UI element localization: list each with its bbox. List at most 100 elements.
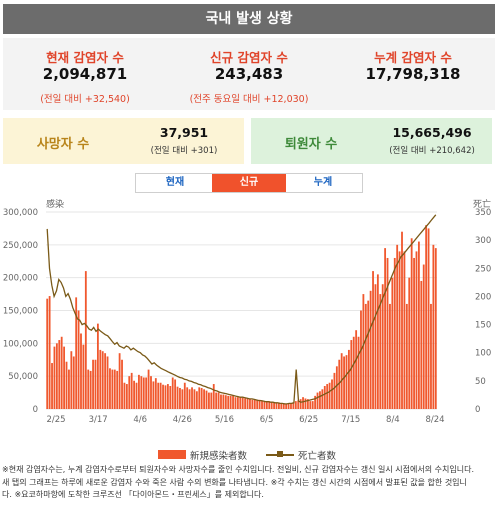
new-cases-bar	[130, 372, 133, 409]
new-cases-bar	[347, 349, 350, 409]
new-cases-bar	[386, 257, 389, 409]
new-cases-bar	[282, 403, 285, 409]
new-cases-bar	[319, 391, 321, 409]
x-tick-label: 8/4	[386, 415, 400, 425]
new-cases-bar	[96, 323, 99, 409]
new-cases-bar	[210, 392, 213, 409]
new-cases-bar	[116, 370, 119, 409]
new-cases-bar	[367, 300, 370, 409]
footnotes: ※현재 감염자수는, 누계 감염자수로부터 퇴원자수와 사망자수를 줄인 수치입…	[2, 464, 496, 502]
new-cases-bar	[331, 379, 333, 409]
new-cases-bar	[181, 389, 184, 409]
new-cases-bar	[77, 310, 80, 409]
new-cases-bar	[157, 382, 160, 409]
right-axis-unit: 死亡	[473, 200, 492, 210]
new-cases-bar	[258, 399, 261, 409]
new-cases-bar	[171, 377, 174, 409]
new-cases-bar	[415, 251, 418, 409]
x-tick-label: 2/25	[46, 415, 65, 425]
new-cases-bar	[70, 351, 73, 409]
new-cases-bar	[191, 387, 193, 409]
footnote-line: ※현재 감염자수는, 누계 감염자수로부터 퇴원자수와 사망자수를 줄인 수치입…	[2, 465, 474, 474]
new-cases-bar	[179, 387, 181, 409]
new-cases-bar	[92, 359, 94, 409]
new-cases-bar	[364, 303, 367, 409]
new-cases-chart: 300,000 250,000 200,000 150,000 100,000 50,00…	[3, 208, 491, 425]
new-cases-bar	[193, 389, 196, 409]
new-cases-bar	[63, 346, 66, 409]
new-cases-bar	[200, 387, 203, 409]
new-cases-bar	[304, 398, 307, 409]
new-cases-bar	[84, 271, 87, 409]
x-tick-label: 7/15	[341, 415, 360, 425]
new-cases-bar	[410, 238, 413, 409]
new-cases-bar	[150, 376, 152, 409]
new-cases-bar	[80, 333, 82, 409]
new-cases-bar	[275, 402, 278, 409]
new-cases-bar	[174, 379, 177, 409]
y-right-tick-label: 150	[475, 321, 491, 331]
new-cases-bar	[401, 231, 403, 409]
y-left-tick-label: 150,000	[3, 307, 38, 317]
bar-swatch	[158, 450, 186, 459]
new-cases-bar	[87, 369, 90, 409]
y-right-tick-label: 300	[475, 236, 491, 246]
new-cases-bar	[396, 244, 399, 409]
new-cases-bar	[82, 344, 85, 409]
new-cases-bar	[372, 271, 374, 409]
new-cases-bar	[234, 397, 237, 409]
deaths-value: 37,951	[159, 125, 209, 140]
new-cases-bar	[94, 359, 97, 409]
new-cases-bar	[434, 248, 437, 409]
new-cases-bar	[55, 343, 58, 409]
new-cases-bar	[425, 225, 428, 409]
new-cases-bar	[169, 386, 172, 409]
new-cases-bar	[104, 353, 107, 409]
new-cases-bar	[236, 397, 239, 409]
new-cases-bar	[350, 340, 353, 409]
new-cases-bar	[432, 244, 435, 409]
y-left-tick-label: 250,000	[3, 241, 38, 251]
new-cases-bar	[253, 399, 256, 409]
new-cases-bar	[357, 336, 360, 409]
new-cases-bar	[111, 369, 114, 409]
left-axis-unit: 感染	[46, 200, 65, 210]
new-cases-bar	[417, 241, 420, 409]
y-left-tick-label: 50,000	[8, 372, 38, 382]
new-cases-bar	[152, 381, 155, 409]
stat-new-label: 신규 감염자 수	[210, 50, 288, 65]
tab-cumulative[interactable]: 누계	[313, 177, 333, 188]
footnote-line: 새 탭의 그래프는 하루에 새로운 감염자 수와 죽은 사람 수의 변화를 나타…	[2, 477, 467, 487]
new-cases-bar	[345, 355, 348, 409]
new-cases-bar	[138, 374, 140, 409]
line-swatch	[266, 451, 294, 457]
new-cases-bar	[273, 402, 275, 409]
new-cases-bar	[393, 257, 396, 409]
y-right-tick-label: 350	[475, 208, 491, 218]
tab-current[interactable]: 현재	[165, 177, 185, 188]
new-cases-bar	[413, 257, 415, 409]
new-cases-bar	[355, 330, 358, 409]
new-cases-bar	[403, 251, 406, 409]
new-cases-bar	[280, 403, 283, 409]
stat-new-value: 243,483	[214, 65, 284, 83]
y-left-tick-label: 300,000	[3, 208, 38, 218]
new-cases-bar	[287, 403, 290, 409]
new-cases-bar	[379, 294, 382, 409]
chart-tab-bar: 현재 신규 누계	[135, 173, 363, 193]
new-cases-bar	[113, 369, 116, 409]
new-cases-bar	[162, 384, 164, 409]
new-cases-bar	[154, 378, 157, 409]
new-cases-bar	[360, 310, 362, 409]
new-cases-bar	[142, 377, 145, 409]
new-cases-bar	[53, 346, 56, 409]
new-cases-bar	[302, 397, 304, 409]
new-cases-bar	[244, 398, 247, 409]
new-cases-bar	[48, 296, 51, 409]
new-cases-bar	[309, 401, 312, 409]
new-cases-bar	[246, 398, 249, 409]
new-cases-bar	[198, 387, 201, 409]
tab-new[interactable]: 신규	[212, 174, 286, 192]
y-left-tick-label: 100,000	[3, 339, 38, 349]
new-cases-bar	[241, 397, 244, 409]
